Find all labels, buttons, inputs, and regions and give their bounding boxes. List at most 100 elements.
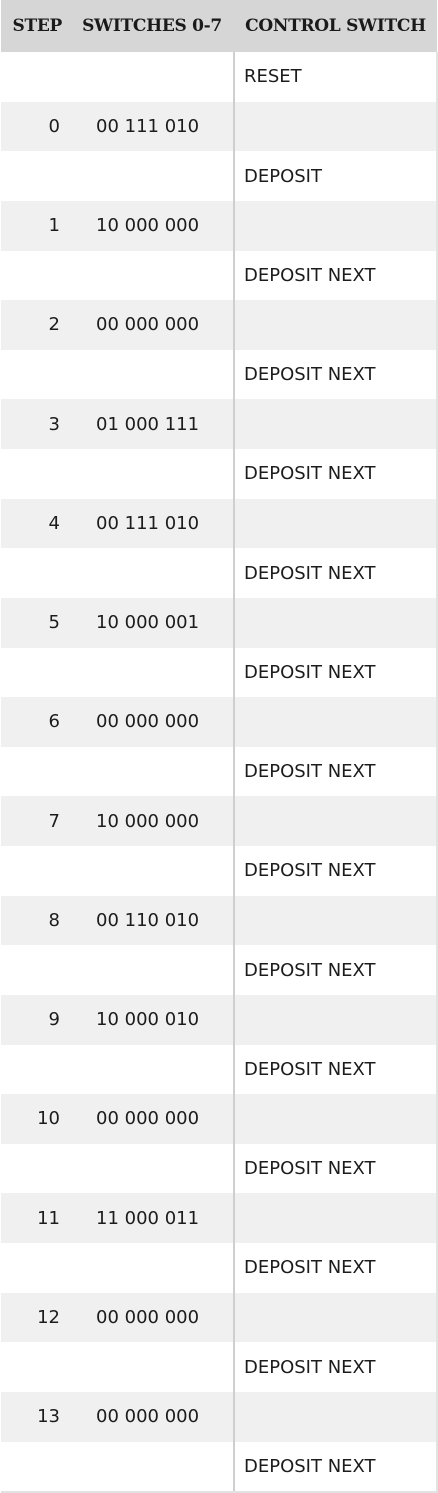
control-switch-cell: DEPOSIT NEXT	[233, 548, 438, 598]
step-cell: 13	[1, 1391, 70, 1442]
control-switch-cell	[233, 697, 438, 747]
switches-cell	[70, 1044, 234, 1095]
control-switch-cell	[233, 1094, 438, 1144]
table-row: 12 00 000 000	[1, 1292, 438, 1343]
switches-cell: 10 000 001	[70, 597, 234, 648]
step-cell	[1, 52, 70, 102]
table-row: DEPOSIT NEXT	[1, 548, 438, 598]
table-row: DEPOSIT NEXT	[1, 945, 438, 995]
switches-cell	[70, 1243, 234, 1293]
switches-cell: 00 111 010	[70, 498, 234, 549]
step-cell: 5	[1, 597, 70, 648]
control-switch-cell	[233, 200, 438, 251]
switches-cell	[70, 1143, 234, 1194]
header-step: STEP	[1, 0, 70, 52]
switches-cell	[70, 1342, 234, 1392]
control-switch-cell	[233, 300, 438, 350]
step-cell: 9	[1, 994, 70, 1045]
switches-cell	[70, 349, 234, 400]
switches-cell: 00 000 000	[70, 1094, 234, 1144]
step-cell: 6	[1, 697, 70, 747]
control-switch-cell	[233, 1193, 438, 1243]
switches-cell	[70, 449, 234, 499]
switches-cell	[70, 846, 234, 896]
control-switch-cell	[233, 399, 438, 449]
step-cell: 3	[1, 399, 70, 449]
header-switches: SWITCHES 0-7	[70, 0, 234, 52]
step-cell	[1, 349, 70, 400]
switches-cell	[70, 52, 234, 102]
step-cell: 11	[1, 1193, 70, 1243]
step-cell: 2	[1, 300, 70, 350]
step-cell: 7	[1, 796, 70, 846]
switches-cell	[70, 151, 234, 201]
control-switch-cell	[233, 1391, 438, 1442]
table-row: 6 00 000 000	[1, 697, 438, 747]
header-control-switch: CONTROL SWITCH	[234, 0, 437, 52]
switches-cell	[70, 548, 234, 598]
table-row: 1 10 000 000	[1, 200, 438, 251]
switches-cell: 00 000 000	[70, 1292, 234, 1343]
switches-cell: 10 000 000	[70, 200, 234, 251]
control-switch-cell: RESET	[233, 52, 438, 102]
control-switch-cell: DEPOSIT	[233, 151, 438, 201]
table-row: 10 00 000 000	[1, 1094, 438, 1144]
switches-cell	[70, 250, 234, 301]
control-switch-cell	[233, 994, 438, 1045]
step-cell	[1, 1441, 70, 1493]
step-cell	[1, 250, 70, 301]
control-switch-cell	[233, 597, 438, 648]
table-row: 8 00 110 010	[1, 895, 438, 946]
control-switch-cell: DEPOSIT NEXT	[233, 647, 438, 698]
switches-cell: 00 000 000	[70, 1391, 234, 1442]
control-switch-cell: DEPOSIT NEXT	[233, 1441, 438, 1493]
control-switch-cell	[233, 895, 438, 946]
control-switch-cell: DEPOSIT NEXT	[233, 945, 438, 995]
table-row: 13 00 000 000	[1, 1391, 438, 1442]
step-cell	[1, 1342, 70, 1392]
control-switch-cell	[233, 498, 438, 549]
control-switch-cell: DEPOSIT NEXT	[233, 250, 438, 301]
table-row: 2 00 000 000	[1, 300, 438, 350]
control-switch-cell: DEPOSIT NEXT	[233, 1342, 438, 1392]
table-row: 3 01 000 111	[1, 399, 438, 449]
step-cell: 12	[1, 1292, 70, 1343]
step-cell	[1, 449, 70, 499]
header-row: STEP SWITCHES 0-7 CONTROL SWITCH	[1, 0, 437, 52]
step-cell	[1, 1044, 70, 1095]
table-row: RESET	[1, 52, 438, 102]
control-switch-cell	[233, 1292, 438, 1343]
table-row: 5 10 000 001	[1, 597, 438, 648]
step-cell: 1	[1, 200, 70, 251]
switches-cell: 00 000 000	[70, 300, 234, 350]
control-switch-cell: DEPOSIT NEXT	[233, 1143, 438, 1194]
switches-cell	[70, 945, 234, 995]
step-cell	[1, 1243, 70, 1293]
switches-cell: 00 110 010	[70, 895, 234, 946]
table-row: DEPOSIT NEXT	[1, 1243, 438, 1293]
control-switch-cell: DEPOSIT NEXT	[233, 746, 438, 797]
table-row: DEPOSIT NEXT	[1, 349, 438, 400]
table-row: 9 10 000 010	[1, 994, 438, 1045]
switches-cell: 00 111 010	[70, 101, 234, 152]
control-switch-cell: DEPOSIT NEXT	[233, 349, 438, 400]
control-switch-cell	[233, 796, 438, 846]
table-header: STEP SWITCHES 0-7 CONTROL SWITCH	[1, 0, 437, 52]
switches-cell	[70, 746, 234, 797]
step-cell	[1, 945, 70, 995]
control-switch-cell: DEPOSIT NEXT	[233, 449, 438, 499]
table-row: 0 00 111 010	[1, 101, 438, 152]
step-cell	[1, 151, 70, 201]
step-cell: 0	[1, 101, 70, 152]
table-row: 11 11 000 011	[1, 1193, 438, 1243]
switches-cell: 00 000 000	[70, 697, 234, 747]
table-row: DEPOSIT NEXT	[1, 746, 438, 797]
step-cell: 4	[1, 498, 70, 549]
table-row: 4 00 111 010	[1, 498, 438, 549]
table-row: 7 10 000 000	[1, 796, 438, 846]
switches-cell	[70, 1441, 234, 1493]
control-switch-cell: DEPOSIT NEXT	[233, 1243, 438, 1293]
table-row: DEPOSIT NEXT	[1, 1441, 438, 1493]
control-switch-cell	[233, 101, 438, 152]
